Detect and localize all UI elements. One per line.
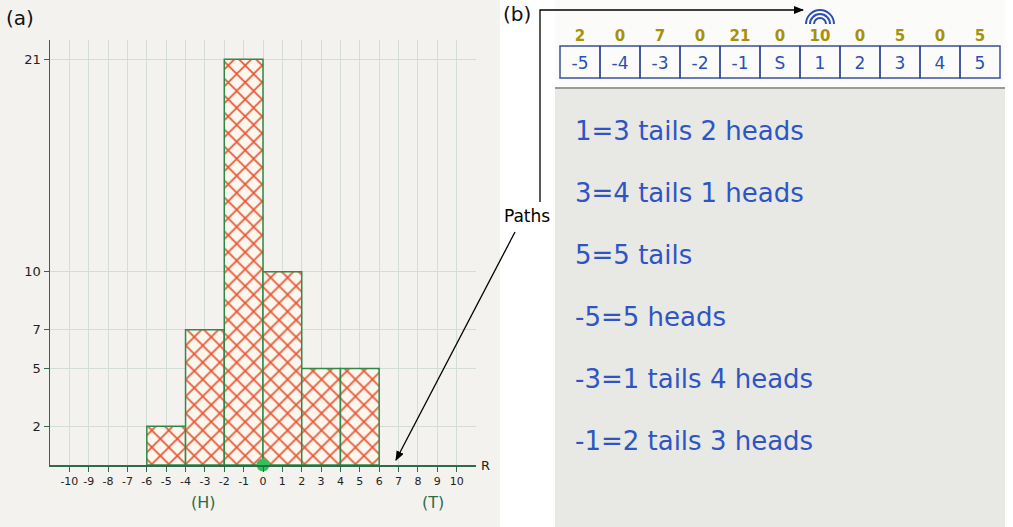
- svg-text:-2: -2: [692, 53, 709, 73]
- svg-text:-3: -3: [199, 475, 210, 488]
- svg-text:5: 5: [895, 27, 905, 45]
- svg-text:-5=5 heads: -5=5 heads: [575, 302, 726, 332]
- svg-text:1: 1: [279, 475, 286, 488]
- svg-text:-3: -3: [652, 53, 669, 73]
- svg-text:10: 10: [24, 264, 41, 279]
- svg-text:-1: -1: [238, 475, 249, 488]
- svg-text:7: 7: [395, 475, 402, 488]
- svg-text:5: 5: [33, 361, 41, 376]
- svg-text:-10: -10: [60, 475, 78, 488]
- svg-text:21: 21: [730, 27, 751, 45]
- svg-text:-7: -7: [122, 475, 133, 488]
- svg-text:0: 0: [615, 27, 625, 45]
- svg-text:21: 21: [24, 52, 41, 67]
- svg-text:6: 6: [376, 475, 383, 488]
- svg-text:(T): (T): [422, 493, 444, 512]
- svg-text:5: 5: [356, 475, 363, 488]
- svg-text:1=3 tails 2 heads: 1=3 tails 2 heads: [575, 116, 804, 146]
- svg-text:3: 3: [895, 53, 906, 73]
- svg-text:5: 5: [975, 53, 986, 73]
- svg-text:R: R: [481, 458, 490, 473]
- svg-text:-3=1 tails 4 heads: -3=1 tails 4 heads: [575, 364, 813, 394]
- svg-text:0: 0: [935, 27, 945, 45]
- svg-text:3=4 tails 1 heads: 3=4 tails 1 heads: [575, 178, 804, 208]
- svg-text:(H): (H): [191, 493, 216, 512]
- svg-text:10: 10: [810, 27, 831, 45]
- svg-text:10: 10: [450, 475, 464, 488]
- svg-text:2: 2: [33, 419, 41, 434]
- svg-text:-4: -4: [180, 475, 191, 488]
- svg-text:-4: -4: [612, 53, 629, 73]
- svg-text:-9: -9: [83, 475, 94, 488]
- svg-text:7: 7: [33, 322, 41, 337]
- svg-text:4: 4: [935, 53, 946, 73]
- svg-text:4: 4: [337, 475, 344, 488]
- html-text:(a): (a): [6, 6, 34, 30]
- svg-text:2: 2: [575, 27, 585, 45]
- svg-text:-6: -6: [141, 475, 152, 488]
- svg-text:9: 9: [434, 475, 441, 488]
- svg-text:5: 5: [975, 27, 985, 45]
- svg-text:0: 0: [775, 27, 785, 45]
- svg-text:-1: -1: [732, 53, 749, 73]
- svg-text:-5: -5: [572, 53, 589, 73]
- svg-text:7: 7: [655, 27, 665, 45]
- svg-text:S: S: [775, 53, 786, 73]
- svg-text:0: 0: [695, 27, 705, 45]
- svg-text:8: 8: [414, 475, 421, 488]
- svg-text:0: 0: [855, 27, 865, 45]
- html-text:(b): (b): [503, 2, 532, 26]
- svg-text:-5: -5: [161, 475, 172, 488]
- svg-text:5=5 tails: 5=5 tails: [575, 240, 692, 270]
- svg-text:-2: -2: [219, 475, 230, 488]
- svg-text:1: 1: [815, 53, 826, 73]
- svg-text:0: 0: [260, 475, 267, 488]
- svg-text:2: 2: [298, 475, 305, 488]
- svg-text:-8: -8: [103, 475, 114, 488]
- svg-text:2: 2: [855, 53, 866, 73]
- svg-text:-1=2 tails 3 heads: -1=2 tails 3 heads: [575, 426, 813, 456]
- svg-text:Paths: Paths: [504, 206, 550, 226]
- svg-text:3: 3: [318, 475, 325, 488]
